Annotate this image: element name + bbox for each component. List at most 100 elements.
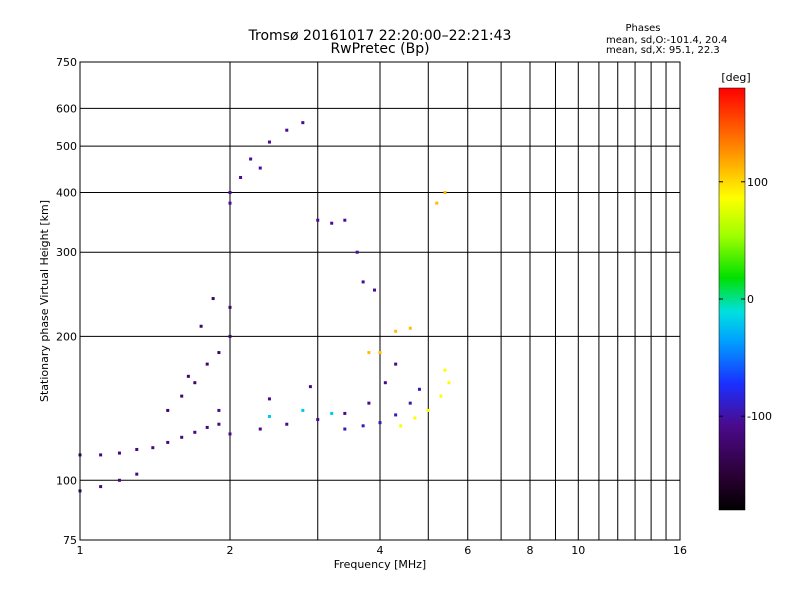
x-tick-label: 16 — [673, 544, 687, 557]
data-point — [267, 140, 271, 144]
x-tick-label: 10 — [571, 544, 585, 557]
data-point — [439, 394, 443, 398]
data-point — [394, 329, 398, 333]
y-tick-label: 500 — [56, 140, 77, 153]
data-point — [373, 288, 377, 292]
data-point — [135, 447, 139, 451]
data-point — [180, 394, 184, 398]
data-point — [308, 385, 312, 389]
data-point — [267, 397, 271, 401]
data-point — [258, 166, 262, 170]
data-point — [99, 485, 103, 489]
data-point — [249, 157, 253, 161]
data-point — [166, 440, 170, 444]
colorbar-label: [deg] — [721, 71, 750, 84]
x-tick-label: 8 — [527, 544, 534, 557]
data-point — [316, 418, 320, 422]
stats-header: Phases — [625, 23, 660, 34]
y-tick-label: 200 — [56, 330, 77, 343]
data-point — [186, 374, 190, 378]
data-point — [193, 381, 197, 385]
data-point — [394, 362, 398, 366]
data-points — [78, 121, 451, 493]
data-point — [343, 411, 347, 415]
data-point — [267, 414, 271, 418]
data-point — [258, 427, 262, 431]
data-point — [417, 387, 421, 391]
stats-o-line: mean, sd,O:-101.4, 20.4 — [606, 35, 727, 46]
data-point — [228, 190, 232, 194]
data-point — [117, 478, 121, 482]
data-point — [361, 424, 365, 428]
data-point — [355, 250, 359, 254]
x-axis-label: Frequency [MHz] — [334, 558, 426, 571]
data-point — [180, 435, 184, 439]
x-tick-label: 2 — [227, 544, 234, 557]
data-point — [378, 421, 382, 425]
data-point — [205, 425, 209, 429]
data-point — [211, 297, 215, 301]
x-axis-ticks: 1 2 4 6 8 10 16 — [77, 544, 688, 557]
chart-title: Tromsø 20161017 22:20:00–22:21:43 — [248, 28, 512, 44]
x-tick-label: 4 — [377, 544, 384, 557]
data-point — [367, 401, 371, 405]
y-axis-ticks: 75 100 200 300 400 500 600 750 — [56, 56, 77, 547]
data-point — [399, 424, 403, 428]
data-point — [285, 422, 289, 426]
data-point — [205, 362, 209, 366]
data-point — [199, 324, 203, 328]
y-tick-label: 100 — [56, 474, 77, 487]
data-point — [394, 413, 398, 417]
stats-x-line: mean, sd,X: 95.1, 22.3 — [606, 45, 720, 56]
data-point — [330, 221, 334, 225]
data-point — [301, 121, 305, 125]
data-point — [383, 381, 387, 385]
data-point — [343, 427, 347, 431]
data-point — [361, 280, 365, 284]
data-point — [228, 305, 232, 309]
x-tick-label: 6 — [464, 544, 471, 557]
data-point — [426, 408, 430, 412]
data-point — [285, 128, 289, 132]
data-point — [447, 381, 451, 385]
data-point — [301, 408, 305, 412]
colorbar — [718, 87, 746, 511]
data-point — [117, 451, 121, 455]
y-axis-label: Stationary phase Virtual Height [km] — [38, 200, 51, 402]
data-point — [228, 201, 232, 205]
data-point — [228, 334, 232, 338]
data-point — [217, 408, 221, 412]
data-point — [443, 190, 447, 194]
data-point — [367, 351, 371, 355]
data-point — [228, 432, 232, 436]
grid-lines — [80, 62, 680, 540]
plot-frame — [79, 61, 681, 541]
data-point — [239, 175, 243, 179]
y-tick-label: 750 — [56, 56, 77, 69]
data-point — [443, 368, 447, 372]
data-point — [378, 351, 382, 355]
data-point — [408, 326, 412, 330]
data-point — [316, 218, 320, 222]
data-point — [413, 416, 417, 420]
colorbar-tick-label: 100 — [747, 176, 768, 189]
y-tick-label: 600 — [56, 102, 77, 115]
data-point — [193, 430, 197, 434]
data-point — [435, 201, 439, 205]
data-point — [343, 218, 347, 222]
data-point — [99, 453, 103, 457]
y-tick-label: 75 — [63, 534, 77, 547]
data-point — [135, 472, 139, 476]
data-point — [330, 411, 334, 415]
colorbar-tick-label: -100 — [747, 410, 772, 423]
x-tick-label: 1 — [77, 544, 84, 557]
data-point — [217, 351, 221, 355]
chart-subtitle: RwPretec (Bp) — [330, 41, 429, 57]
colorbar-ticks: 100 0 -100 — [719, 176, 772, 423]
colorbar-tick-label: 0 — [747, 293, 754, 306]
data-point — [151, 446, 155, 450]
data-point — [217, 422, 221, 426]
data-point — [166, 408, 170, 412]
y-tick-label: 300 — [56, 246, 77, 259]
